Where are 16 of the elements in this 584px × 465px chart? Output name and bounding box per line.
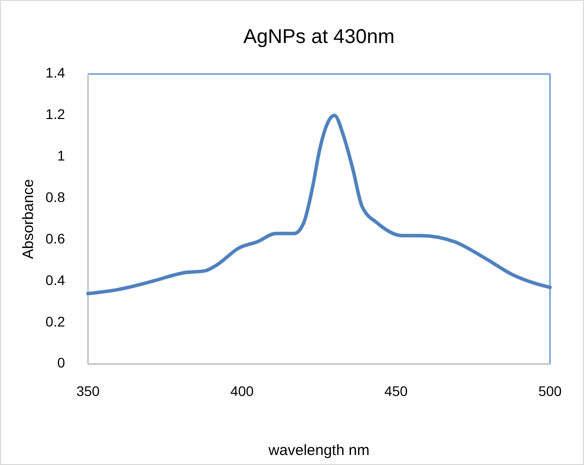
x-tick-label: 500: [538, 383, 562, 399]
x-tick-label: 400: [230, 383, 254, 399]
x-tick-label: 350: [76, 383, 100, 399]
y-tick-label: 1.2: [46, 106, 66, 122]
y-tick-label: 0.6: [46, 230, 66, 246]
y-tick-label: 0.4: [46, 272, 66, 288]
line-series: [86, 114, 552, 296]
y-tick-label: 0.2: [46, 313, 66, 330]
y-tick-label: 1: [57, 148, 66, 164]
y-axis-title: Absorbance: [20, 178, 37, 260]
y-tick-label: 0.8: [46, 188, 66, 205]
y-tick-label: 1.4: [46, 64, 66, 81]
x-axis-title: wavelength nm: [268, 442, 370, 459]
chart-title: AgNPs at 430nm: [243, 26, 395, 48]
y-tick-label: 0: [57, 354, 66, 371]
x-tick-label: 450: [384, 383, 408, 399]
